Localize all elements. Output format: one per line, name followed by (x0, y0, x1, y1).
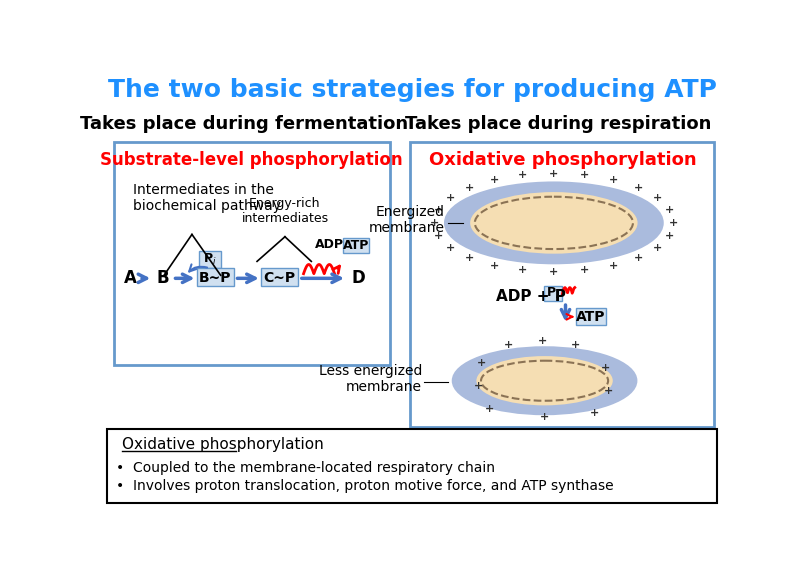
Text: +: + (580, 170, 589, 180)
Text: +: + (548, 169, 558, 179)
Text: +: + (503, 340, 513, 350)
Text: ATP: ATP (343, 239, 369, 252)
Text: +: + (489, 175, 498, 185)
Text: C~P: C~P (263, 272, 296, 285)
Text: Oxidative phosphorylation: Oxidative phosphorylation (122, 437, 324, 452)
Text: +: + (589, 408, 599, 418)
Text: +: + (652, 193, 661, 203)
Text: +: + (474, 381, 483, 391)
Text: +: + (446, 193, 454, 203)
FancyBboxPatch shape (543, 286, 562, 301)
Text: Energy-rich
intermediates: Energy-rich intermediates (241, 197, 328, 225)
Text: +: + (446, 243, 454, 253)
Text: +: + (652, 243, 661, 253)
FancyBboxPatch shape (198, 251, 220, 267)
Text: +: + (489, 261, 498, 270)
Text: ADP + P: ADP + P (495, 289, 565, 304)
Text: +: + (540, 412, 548, 422)
Text: D: D (351, 269, 365, 288)
Text: +: + (580, 266, 589, 276)
Text: The two basic strategies for producing ATP: The two basic strategies for producing A… (108, 79, 715, 102)
Text: P$_i$: P$_i$ (545, 286, 559, 301)
Text: +: + (633, 253, 642, 263)
Text: B: B (156, 269, 169, 288)
Text: ATP: ATP (576, 310, 605, 324)
Ellipse shape (476, 356, 612, 405)
Text: Takes place during fermentation: Takes place during fermentation (79, 115, 407, 133)
FancyBboxPatch shape (197, 267, 234, 286)
Text: Energized
membrane: Energized membrane (368, 205, 444, 235)
Text: +: + (608, 261, 618, 270)
Text: +: + (430, 218, 438, 228)
Text: +: + (518, 170, 527, 180)
Text: +: + (476, 358, 485, 368)
Text: Substrate-level phosphorylation: Substrate-level phosphorylation (100, 151, 402, 169)
Text: +: + (518, 266, 527, 276)
Text: Less energized
membrane: Less energized membrane (318, 364, 422, 394)
FancyBboxPatch shape (576, 308, 605, 325)
FancyBboxPatch shape (114, 142, 389, 365)
Ellipse shape (470, 192, 637, 254)
Text: Takes place during respiration: Takes place during respiration (404, 115, 710, 133)
FancyBboxPatch shape (343, 238, 369, 253)
Text: +: + (434, 205, 442, 215)
FancyBboxPatch shape (261, 267, 298, 286)
Text: •  Involves proton translocation, proton motive force, and ATP synthase: • Involves proton translocation, proton … (116, 479, 613, 493)
Text: Intermediates in the
biochemical pathway: Intermediates in the biochemical pathway (132, 183, 281, 213)
Text: +: + (664, 205, 673, 215)
Text: +: + (668, 218, 677, 228)
Text: Oxidative phosphorylation: Oxidative phosphorylation (428, 151, 695, 169)
FancyBboxPatch shape (410, 142, 713, 427)
Text: +: + (537, 336, 546, 347)
Ellipse shape (453, 348, 635, 414)
Text: +: + (484, 404, 494, 414)
Text: +: + (601, 363, 609, 373)
Ellipse shape (445, 183, 662, 263)
Text: ADP: ADP (315, 238, 344, 251)
Text: +: + (464, 183, 474, 193)
Text: +: + (664, 231, 673, 241)
Text: +: + (570, 340, 580, 350)
Text: A: A (124, 269, 137, 288)
FancyBboxPatch shape (107, 429, 716, 503)
Text: +: + (548, 267, 558, 277)
Text: +: + (633, 183, 642, 193)
Text: +: + (604, 386, 613, 395)
Text: +: + (464, 253, 474, 263)
Text: •  Coupled to the membrane-located respiratory chain: • Coupled to the membrane-located respir… (116, 461, 495, 475)
Text: +: + (608, 175, 618, 185)
Text: +: + (434, 231, 442, 241)
Text: B~P: B~P (198, 272, 231, 285)
Text: P$_i$: P$_i$ (202, 253, 216, 267)
